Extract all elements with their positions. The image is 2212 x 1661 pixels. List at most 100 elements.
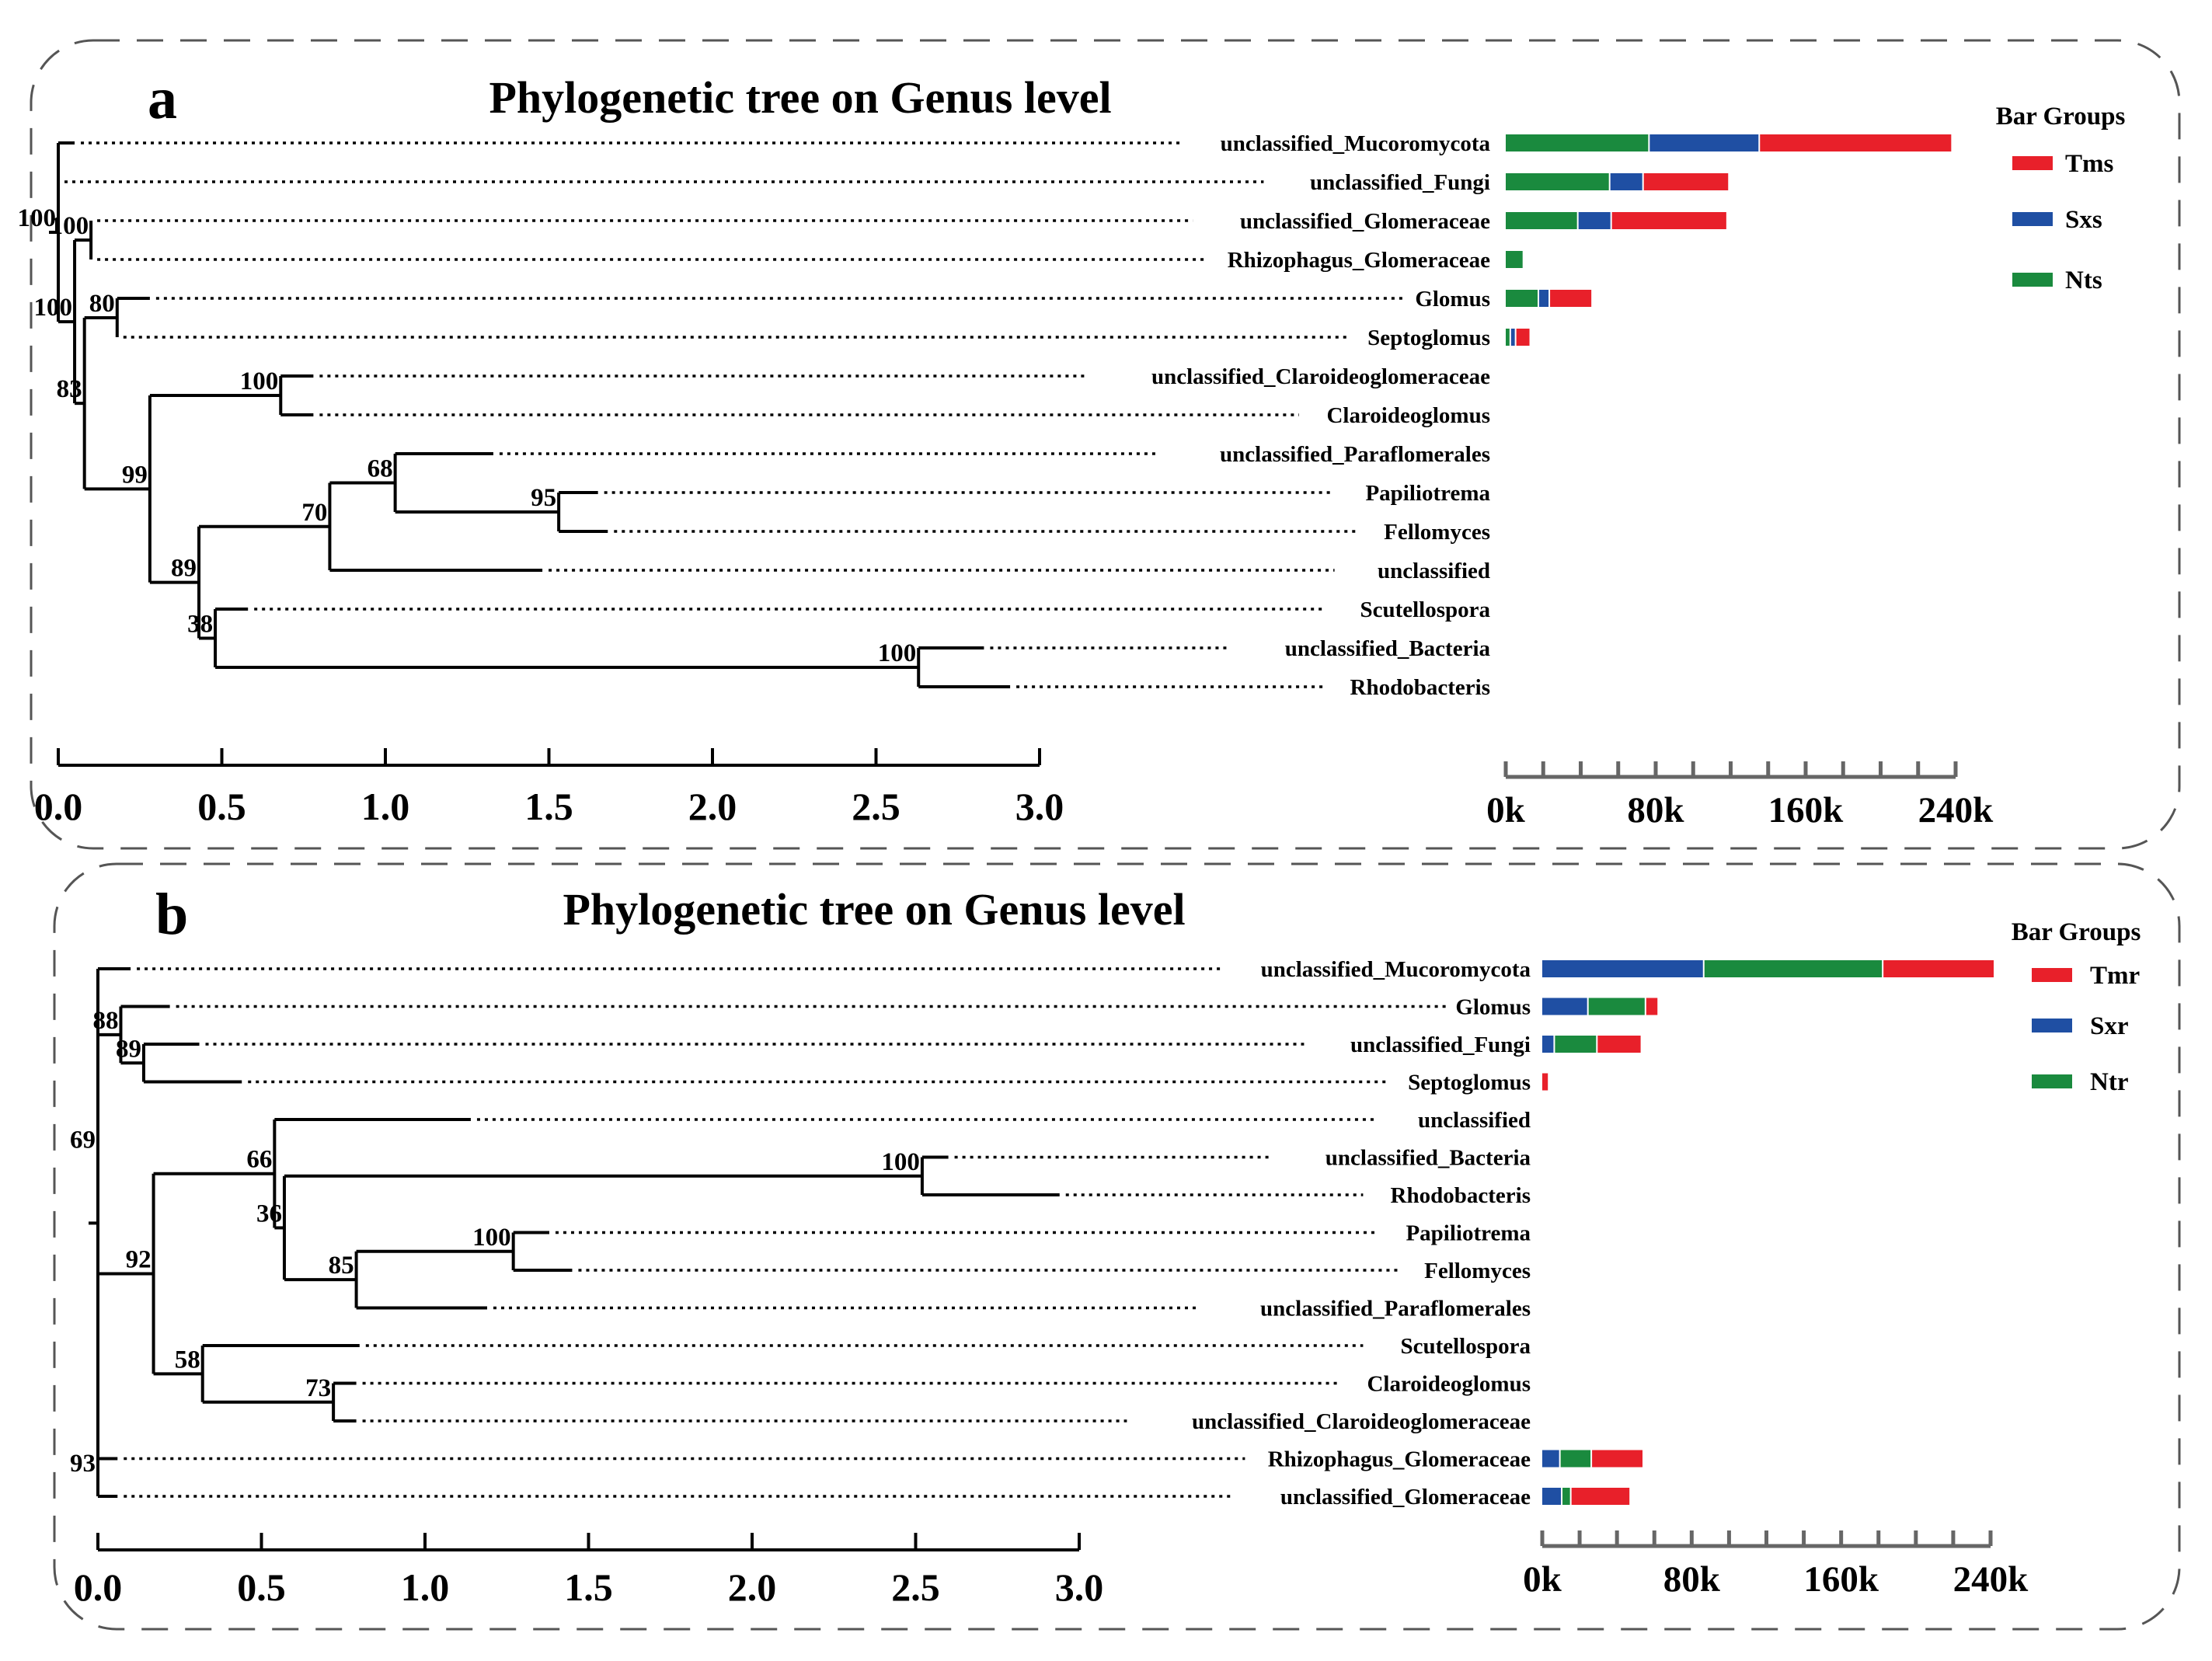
bar-segment [1506, 212, 1577, 229]
bootstrap-value: 89 [171, 555, 197, 583]
tree-axis-tick-label: 3.0 [1015, 785, 1064, 828]
bootstrap-value: 93 [70, 1450, 96, 1478]
bar-segment [1611, 212, 1726, 229]
legend-swatch [2032, 968, 2072, 982]
chart-title: Phylogenetic tree on Genus level [489, 72, 1111, 123]
leaf-label: Fellomyces [1424, 1259, 1531, 1283]
bootstrap-value: 100 [881, 1148, 920, 1176]
bootstrap-value: 100 [51, 212, 89, 240]
bar-axis-tick-label: 240k [1953, 1559, 2029, 1600]
bar-segment [1510, 329, 1515, 346]
tree-axis-tick-label: 2.0 [728, 1565, 777, 1609]
leaf-label: Septoglomus [1408, 1071, 1531, 1095]
bar-segment [1542, 960, 1703, 977]
bar-axis-tick-label: 80k [1627, 790, 1684, 830]
tree-axis-tick-label: 0.5 [237, 1565, 286, 1609]
leaf-label: Glomus [1415, 287, 1490, 312]
leaf-label: Rhodobacteris [1350, 675, 1490, 700]
leaf-label: Rhizophagus_Glomeraceae [1268, 1447, 1531, 1472]
bar-segment [1646, 998, 1658, 1015]
legend-label: Sxr [2090, 1012, 2129, 1040]
bootstrap-value: 85 [329, 1252, 354, 1280]
bar-segment [1560, 1450, 1591, 1468]
bar-segment [1571, 1488, 1630, 1505]
leaf-label: Scutellospora [1360, 597, 1490, 622]
bootstrap-value: 100 [34, 294, 73, 322]
leaf-label: Claroideoglomus [1326, 403, 1490, 428]
bar-segment [1542, 998, 1587, 1015]
tree-axis-tick-label: 2.5 [852, 785, 900, 828]
panel-letter: b [155, 882, 188, 947]
leaf-label: unclassified [1418, 1108, 1531, 1133]
bootstrap-value: 38 [187, 611, 213, 639]
bar-segment [1649, 134, 1759, 151]
bar-segment [1610, 173, 1642, 190]
legend-label: Sxs [2065, 206, 2102, 234]
legend-title: Bar Groups [1996, 103, 2126, 131]
bootstrap-value: 88 [92, 1007, 118, 1035]
leaf-label: unclassified_Paraflomerales [1220, 442, 1490, 467]
bootstrap-value: 36 [256, 1200, 282, 1227]
legend-label: Ntr [2090, 1068, 2128, 1096]
leaf-label: Papiliotrema [1365, 481, 1490, 506]
leaf-label: Scutellospora [1400, 1334, 1531, 1359]
bootstrap-value: 73 [305, 1374, 331, 1402]
bootstrap-value: 68 [368, 455, 393, 483]
leaf-label: Rhodobacteris [1391, 1183, 1531, 1208]
bar-segment [1597, 1036, 1641, 1053]
tree-axis-tick-label: 1.5 [524, 785, 573, 828]
legend-title: Bar Groups [2012, 918, 2141, 946]
leaf-label: unclassified_Claroideoglomeraceae [1151, 364, 1490, 389]
chart-title: Phylogenetic tree on Genus level [563, 884, 1185, 935]
legend-swatch [2032, 1019, 2072, 1032]
tree-axis-tick-label: 2.0 [688, 785, 737, 828]
leaf-label: Septoglomus [1367, 326, 1490, 350]
tree-axis-tick-label: 2.5 [891, 1565, 940, 1609]
bootstrap-value: 70 [301, 499, 327, 527]
legend-label: Tms [2065, 150, 2114, 178]
bar-segment [1506, 290, 1538, 307]
tree-axis-tick-label: 0.0 [34, 785, 83, 828]
leaf-label: unclassified_Mucoromycota [1221, 131, 1491, 156]
bar-axis-tick-label: 80k [1663, 1559, 1721, 1600]
leaf-label: unclassified_Paraflomerales [1260, 1297, 1531, 1321]
legend-swatch [2012, 212, 2053, 226]
bar-axis-tick-label: 160k [1803, 1559, 1879, 1600]
tree-axis-tick-label: 1.5 [564, 1565, 613, 1609]
bar-segment [1516, 329, 1530, 346]
bar-axis-tick-label: 160k [1768, 790, 1844, 830]
tree-axis-tick-label: 0.0 [74, 1565, 123, 1609]
tree-axis-tick-label: 0.5 [197, 785, 246, 828]
leaf-label: unclassified_Claroideoglomeraceae [1192, 1409, 1531, 1434]
panel-b-frame [53, 862, 2181, 1631]
bar-segment [1760, 134, 1952, 151]
panel-letter: a [148, 66, 177, 131]
leaf-label: unclassified_Fungi [1310, 170, 1490, 195]
bootstrap-value: 99 [122, 461, 148, 489]
leaf-label: Rhizophagus_Glomeraceae [1228, 248, 1490, 273]
bar-segment [1550, 290, 1592, 307]
panel-a-frame [30, 39, 2181, 850]
bar-segment [1578, 212, 1611, 229]
bar-segment [1883, 960, 1994, 977]
bootstrap-value: 69 [70, 1126, 96, 1154]
leaf-label: Glomus [1455, 995, 1531, 1020]
leaf-label: unclassified_Fungi [1350, 1032, 1531, 1057]
bar-segment [1506, 134, 1649, 151]
bootstrap-value: 66 [246, 1146, 272, 1174]
tree-axis-tick-label: 1.0 [361, 785, 410, 828]
bar-segment [1704, 960, 1883, 977]
bootstrap-value: 83 [57, 375, 82, 403]
leaf-label: unclassified_Glomeraceae [1280, 1485, 1531, 1510]
bar-segment [1542, 1488, 1562, 1505]
bootstrap-value: 100 [240, 367, 279, 395]
bar-segment [1506, 329, 1510, 346]
leaf-label: unclassified [1378, 559, 1490, 583]
leaf-label: unclassified_Mucoromycota [1261, 957, 1531, 982]
bootstrap-value: 95 [531, 484, 556, 512]
bar-segment [1539, 290, 1549, 307]
leaf-label: Papiliotrema [1406, 1221, 1531, 1246]
leaf-label: Claroideoglomus [1367, 1372, 1531, 1397]
